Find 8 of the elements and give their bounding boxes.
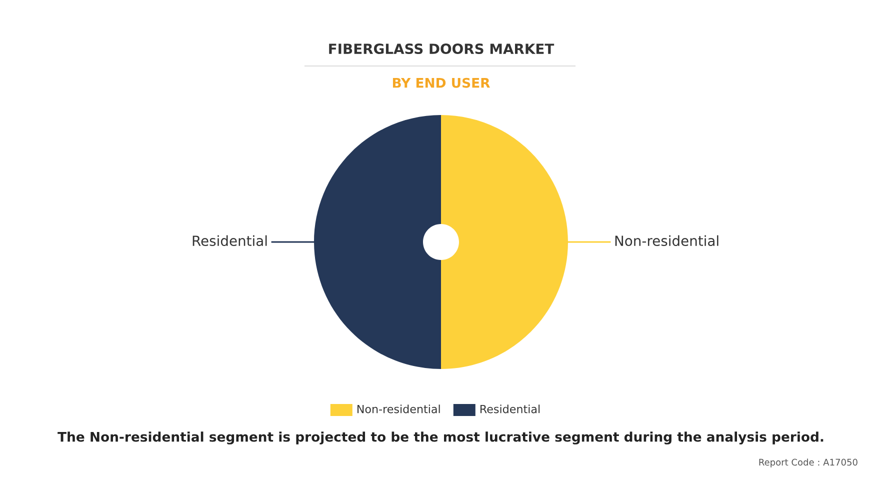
slice-label: Residential [192,235,267,246]
text: The Non-residential segment is projected to be the most lucrative segment during the analysis period. [58,432,824,444]
chart-subtitle: BY END USER [392,78,490,88]
legend-label: Residential [480,404,540,414]
chart-title: FIBERGLASS DOORS MARKET [329,44,554,54]
slice-label: Non-residential [615,235,718,246]
legend-label: Non-residential [357,404,440,414]
text: Report Code : A17050 [759,458,858,468]
